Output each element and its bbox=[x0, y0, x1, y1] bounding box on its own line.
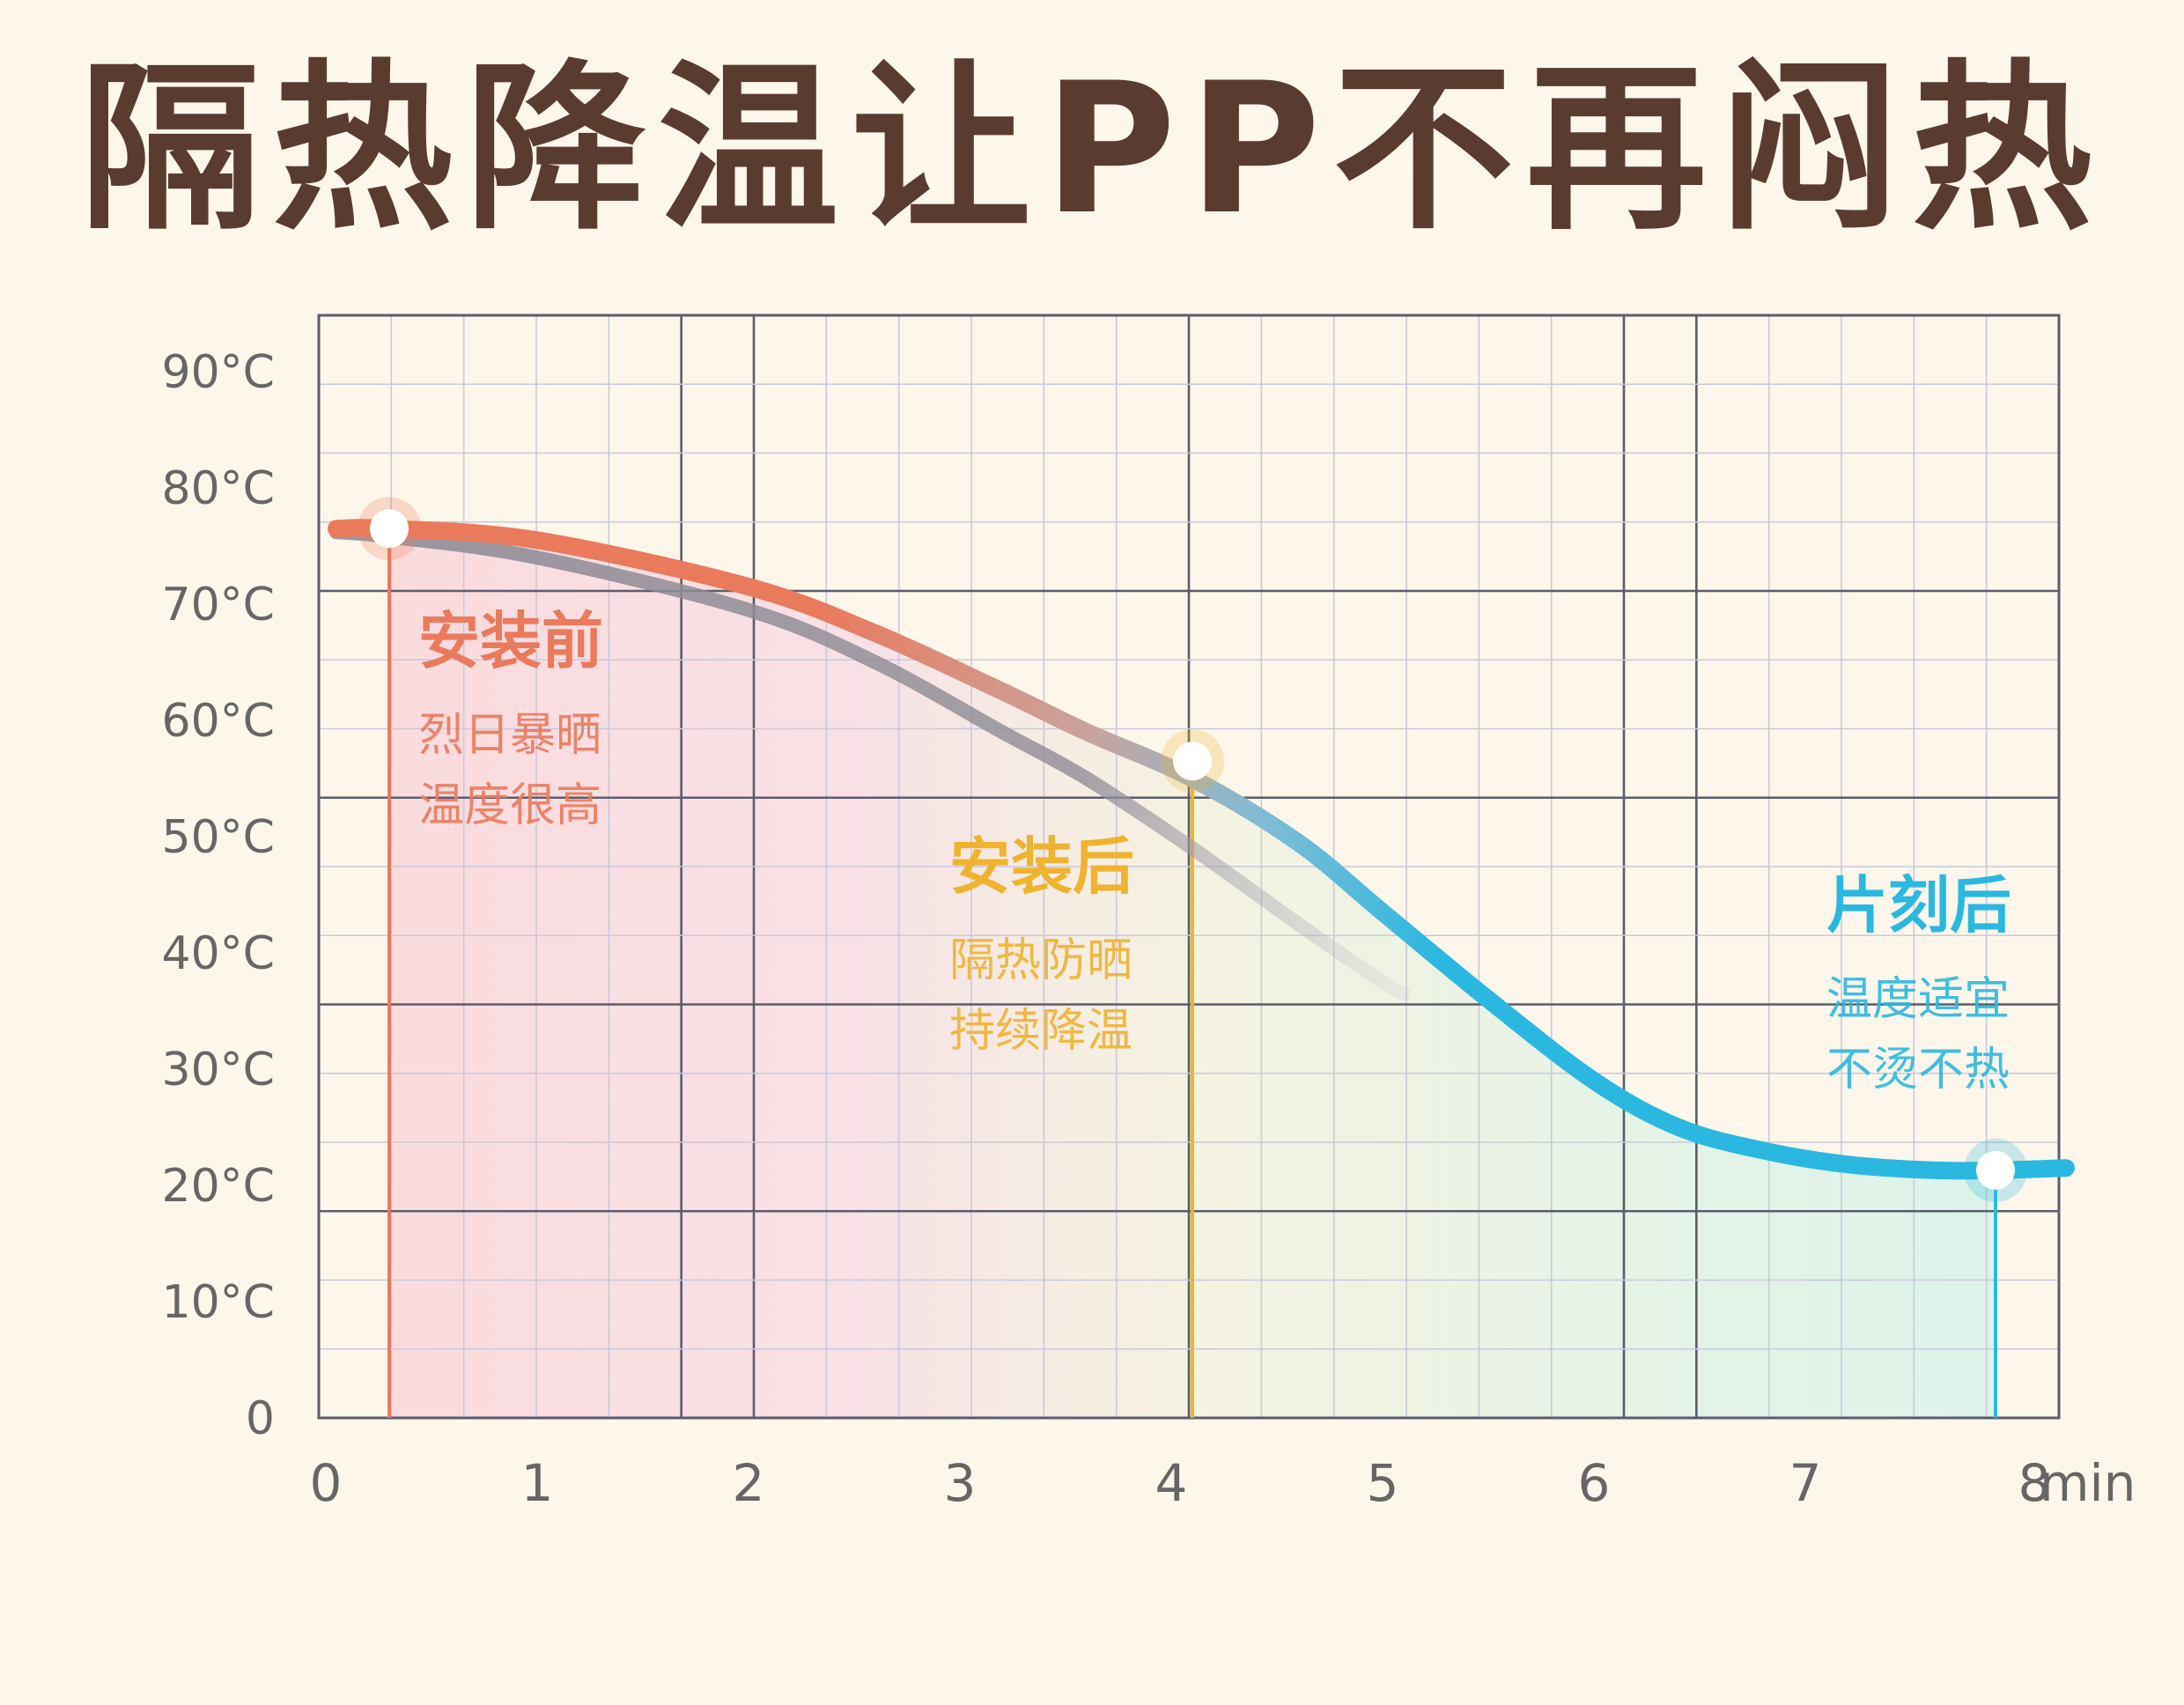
x-tick-label: 5 bbox=[1367, 1453, 1399, 1513]
y-tick-label: 70°C bbox=[162, 579, 275, 631]
y-tick-label: 60°C bbox=[162, 695, 275, 748]
annotation-heading: 片刻后 bbox=[1826, 869, 2011, 941]
x-tick-label: 4 bbox=[1155, 1453, 1188, 1513]
annotation-heading: 安装前 bbox=[418, 605, 603, 677]
y-tick-label: 40°C bbox=[162, 927, 275, 980]
temperature-curve bbox=[328, 519, 2075, 1180]
x-tick-label: 8 bbox=[2018, 1453, 2051, 1513]
x-tick-label: 6 bbox=[1578, 1453, 1611, 1513]
y-tick-label: 0 bbox=[246, 1392, 275, 1445]
annotation-line: 持续降温 bbox=[949, 1005, 1133, 1058]
y-tick-label: 90°C bbox=[162, 346, 275, 399]
x-tick-label: 3 bbox=[944, 1453, 977, 1513]
x-axis-unit: min bbox=[2040, 1453, 2136, 1513]
page-title: 隔热降温让PP不再闷热 bbox=[79, 45, 2105, 255]
y-tick-label: 20°C bbox=[162, 1160, 275, 1213]
annotation-line: 温度适宜 bbox=[1826, 973, 2010, 1026]
x-tick-label: 2 bbox=[733, 1453, 765, 1513]
y-tick-label: 30°C bbox=[162, 1044, 275, 1096]
annotation-line: 不烫不热 bbox=[1826, 1044, 2010, 1096]
marker-point bbox=[1976, 1150, 2015, 1190]
marker-point bbox=[1173, 742, 1212, 781]
y-tick-label: 80°C bbox=[162, 462, 275, 515]
x-tick-label: 0 bbox=[310, 1453, 343, 1513]
annotation-line: 温度很高 bbox=[418, 779, 601, 832]
marker-point bbox=[370, 509, 409, 549]
y-tick-label: 10°C bbox=[162, 1276, 275, 1329]
annotation-line: 隔热防晒 bbox=[949, 934, 1133, 987]
plot-frame bbox=[317, 314, 2061, 1420]
x-tick-label: 7 bbox=[1789, 1453, 1822, 1513]
annotation-line: 烈日暴晒 bbox=[418, 709, 601, 762]
annotation-heading: 安装后 bbox=[949, 830, 1134, 903]
y-tick-label: 50°C bbox=[162, 811, 275, 864]
x-tick-label: 1 bbox=[521, 1453, 554, 1513]
comparison-curve bbox=[329, 525, 1411, 1001]
